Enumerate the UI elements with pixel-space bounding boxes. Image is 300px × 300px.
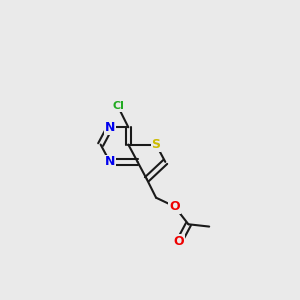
Text: O: O	[169, 200, 180, 213]
Text: N: N	[105, 155, 115, 168]
Text: N: N	[105, 121, 115, 134]
Text: S: S	[152, 138, 160, 151]
Text: O: O	[174, 235, 184, 248]
Text: Cl: Cl	[112, 101, 124, 112]
